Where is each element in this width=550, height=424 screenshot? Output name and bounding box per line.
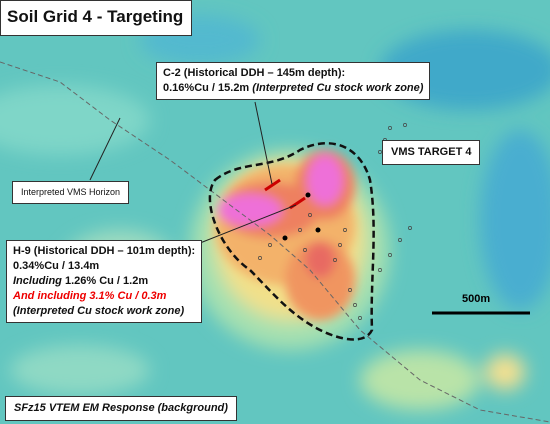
vms-horizon-line bbox=[0, 61, 550, 423]
h9-heading: H-9 (Historical DDH – 101m depth): bbox=[13, 245, 196, 257]
c2-result: 0.16%Cu / 15.2m bbox=[163, 82, 250, 94]
including-word: Including bbox=[13, 275, 62, 287]
c2-callout: C-2 (Historical DDH – 145m depth): 0.16%… bbox=[156, 62, 431, 100]
c2-heading: C-2 (Historical DDH – 145m depth): bbox=[163, 67, 346, 79]
title-text: Soil Grid 4 - Targeting bbox=[7, 7, 184, 26]
including-value: 1.26% Cu / 1.2m bbox=[64, 275, 149, 287]
target-label: VMS TARGET 4 bbox=[382, 140, 481, 165]
scale-label: 500m bbox=[462, 293, 491, 305]
horizon-label: Interpreted VMS Horizon bbox=[12, 181, 130, 204]
drill-holes bbox=[264, 178, 321, 241]
soil-samples bbox=[258, 123, 412, 320]
target-label-text: VMS TARGET 4 bbox=[391, 146, 472, 158]
leader-lines bbox=[89, 101, 297, 246]
footer: SFz15 VTEM EM Response (background) bbox=[5, 396, 237, 421]
c2-note: (Interpreted Cu stock work zone) bbox=[252, 82, 424, 94]
h9-callout: H-9 (Historical DDH – 101m depth): 0.34%… bbox=[6, 240, 203, 323]
target-outline bbox=[208, 142, 375, 341]
horizon-label-text: Interpreted VMS Horizon bbox=[21, 187, 121, 197]
h9-result: 0.34%Cu / 13.4m bbox=[13, 260, 100, 272]
anomaly bbox=[215, 150, 355, 320]
h9-note: (Interpreted Cu stock work zone) bbox=[13, 305, 185, 317]
h9-including: Including 1.26% Cu / 1.2m bbox=[13, 274, 195, 289]
title: Soil Grid 4 - Targeting bbox=[0, 0, 192, 36]
h9-and-including: And including 3.1% Cu / 0.3m bbox=[13, 290, 167, 302]
footer-text: SFz15 VTEM EM Response (background) bbox=[14, 402, 228, 414]
c2-line: 0.16%Cu / 15.2m (Interpreted Cu stock wo… bbox=[163, 81, 423, 96]
